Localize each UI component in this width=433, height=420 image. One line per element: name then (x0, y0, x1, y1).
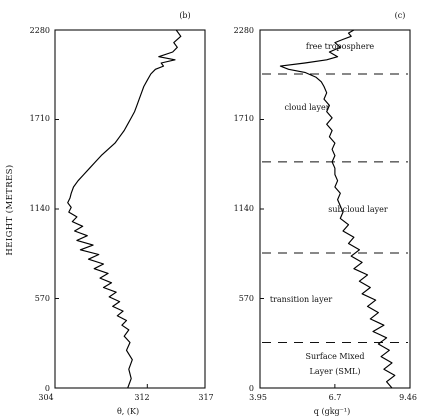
panel-b-xtick-label: 304 (38, 393, 53, 402)
panel-b-ytick-label: 2280 (30, 26, 50, 35)
layer-label-subcloud-layer: subcloud layer (328, 205, 388, 214)
panel-b-xtick-label: 312 (134, 393, 149, 402)
panel-b: (b) 2280 1710 1140 570 0 304 312 317 θ, … (30, 11, 214, 416)
panel-c-xtick-label: 6.7 (329, 393, 342, 402)
panel-b-label: (b) (179, 11, 190, 20)
panel-b-ytick-label: 570 (35, 294, 50, 303)
panel-c-ticks (259, 29, 411, 389)
layer-label-sml: Layer (SML) (310, 367, 361, 376)
panel-b-ticks (54, 29, 206, 389)
panel-c-humidity-trace (279, 29, 396, 389)
panel-b-frame (54, 29, 206, 389)
layer-label-cloud-layer: cloud layer (284, 103, 329, 112)
panel-b-x-axis-label: θ, (K) (117, 407, 139, 416)
panel-c-layer-boundaries (262, 73, 408, 343)
panel-c-x-axis-label: q (gkg⁻¹) (314, 407, 350, 416)
panel-c-ytick-label: 0 (249, 384, 254, 393)
panel-b-xtick-label: 317 (198, 393, 213, 402)
panel-c-ytick-label: 1710 (234, 114, 254, 123)
layer-label-transition-layer: transition layer (270, 295, 332, 304)
panel-b-theta-trace (67, 29, 182, 389)
panel-c-ytick-label: 1140 (234, 204, 254, 213)
panel-b-ytick-label: 1140 (30, 204, 50, 213)
panel-b-ytick-label: 1710 (30, 114, 50, 123)
panel-c-xtick-label: 9.46 (399, 393, 417, 402)
panel-c-ytick-label: 2280 (234, 26, 254, 35)
layer-label-surface-mixed: Surface Mixed (305, 352, 364, 361)
panel-c-xtick-label: 3.95 (249, 393, 267, 402)
y-axis-label: HEIGHT (METRES) (4, 164, 15, 255)
panel-c-label: (c) (395, 11, 406, 20)
panel-b-ytick-label: 0 (45, 384, 50, 393)
layer-label-free-troposphere: free troposphere (306, 42, 375, 51)
panel-c-ytick-label: 570 (239, 294, 254, 303)
panel-c: (c) 2280 1710 1140 570 0 3.95 6.7 9.46 q… (234, 11, 417, 416)
